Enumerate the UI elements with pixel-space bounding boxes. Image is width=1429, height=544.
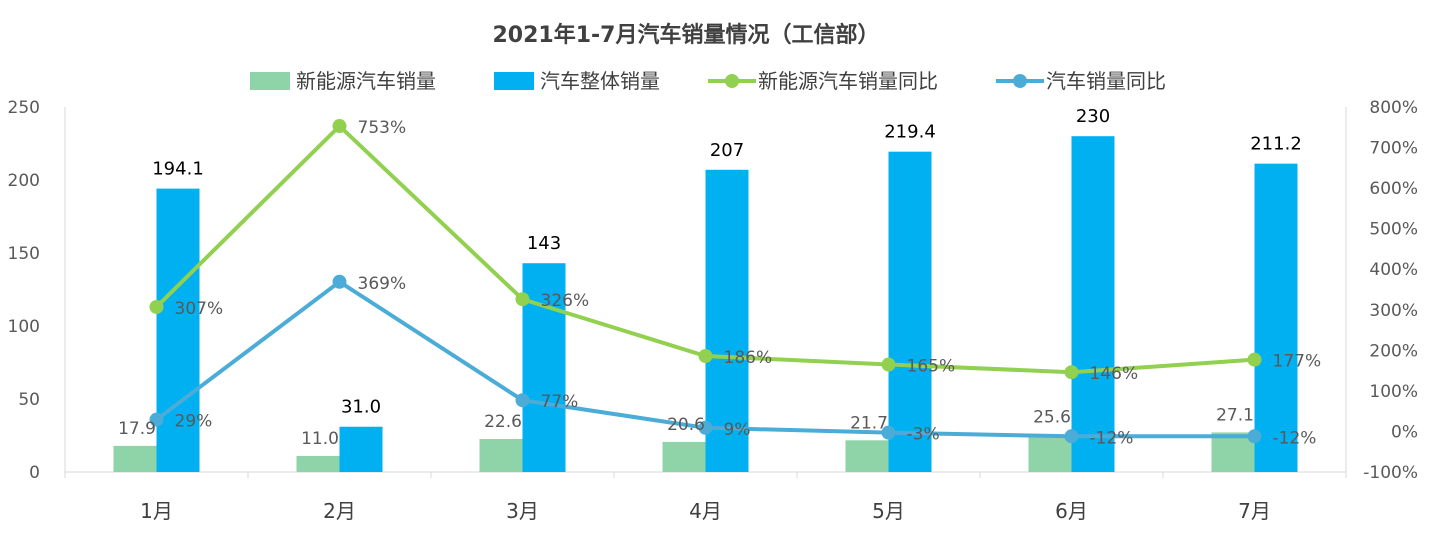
legend-label: 汽车销量同比 xyxy=(1046,69,1166,93)
y-right-tick-label: 700% xyxy=(1369,139,1418,159)
legend-swatch xyxy=(494,72,534,90)
bar-total-label: 219.4 xyxy=(884,122,936,143)
x-tick-label: 6月 xyxy=(1055,499,1088,523)
bar-nev xyxy=(662,441,706,472)
bar-total xyxy=(1254,163,1298,472)
line-point-label: 326% xyxy=(541,291,590,311)
bar-total-label: 230 xyxy=(1076,106,1110,127)
bar-nev-label: 22.6 xyxy=(484,412,522,432)
x-tick-label: 2月 xyxy=(323,499,356,523)
series-point xyxy=(332,274,347,289)
line-point-label: -3% xyxy=(907,425,940,445)
y-left-tick-label: 250 xyxy=(8,98,40,118)
line-point-label: -12% xyxy=(1273,428,1317,448)
bars xyxy=(113,136,1298,472)
y-right-tick-label: 500% xyxy=(1369,220,1418,240)
y-left-tick-label: 150 xyxy=(8,244,40,264)
legend: 新能源汽车销量 汽车整体销量 新能源汽车销量同比 汽车销量同比 xyxy=(250,69,1166,93)
x-tick-label: 1月 xyxy=(140,499,173,523)
series-point xyxy=(881,425,896,440)
y-right-tick-label: -100% xyxy=(1363,463,1418,483)
line-point-label: 177% xyxy=(1273,352,1322,372)
bar-nev xyxy=(296,455,340,472)
series-point xyxy=(1247,429,1262,444)
series-point xyxy=(149,412,164,427)
y-right-tick-label: 400% xyxy=(1369,260,1418,280)
series-point xyxy=(1247,352,1262,367)
line-point-label: 369% xyxy=(358,274,407,294)
line-point-label: 29% xyxy=(175,412,213,432)
series-point xyxy=(698,420,713,435)
bar-total xyxy=(156,188,200,472)
bar-nev-label: 17.9 xyxy=(118,419,156,439)
x-tick-label: 4月 xyxy=(689,499,722,523)
bar-total-label: 211.2 xyxy=(1250,134,1302,155)
series-point xyxy=(515,292,530,307)
bar-nev xyxy=(845,440,889,472)
data-labels: 194.1 17.9 31.011.0 143 22.6 207 20.6 219.4 21.7… xyxy=(118,106,1321,449)
bar-nev-label: 25.6 xyxy=(1033,408,1071,428)
bar-total-label: 194.1 xyxy=(152,159,204,180)
series-point xyxy=(1064,365,1079,380)
y-left-tick-label: 100 xyxy=(8,317,40,337)
legend-label: 新能源汽车销量同比 xyxy=(758,69,938,93)
series-point xyxy=(698,349,713,364)
bar-nev xyxy=(1028,434,1072,472)
line-point-label: 753% xyxy=(358,118,407,138)
y-right-tick-label: 200% xyxy=(1369,341,1418,361)
x-tick-label: 5月 xyxy=(872,499,905,523)
bar-total xyxy=(888,151,932,472)
bar-nev-label: 21.7 xyxy=(850,413,888,433)
line-point-label: 146% xyxy=(1090,364,1139,384)
bar-total-label: 207 xyxy=(710,140,744,161)
bar-total-label: 31.0 xyxy=(341,397,381,418)
legend-label: 新能源汽车销量 xyxy=(296,69,436,93)
bar-nev-label: 11.0 xyxy=(301,429,339,449)
bar-total xyxy=(1071,136,1115,472)
series-point xyxy=(1064,429,1079,444)
bar-nev-label: 20.6 xyxy=(667,415,705,435)
y-left-tick-label: 0 xyxy=(29,463,40,483)
y-right-tick-label: 800% xyxy=(1369,98,1418,118)
lines xyxy=(149,119,1262,444)
y-right-tick-label: 0% xyxy=(1391,422,1418,442)
series-point xyxy=(515,393,530,408)
legend-swatch xyxy=(250,72,290,90)
bar-nev xyxy=(113,445,157,472)
line-point-label: 186% xyxy=(724,348,773,368)
line-point-label: -12% xyxy=(1090,428,1134,448)
line-point-label: 77% xyxy=(541,392,579,412)
series-point xyxy=(149,299,164,314)
y-right-tick-label: 100% xyxy=(1369,382,1418,402)
bar-total-label: 143 xyxy=(527,233,561,254)
legend-marker xyxy=(1013,74,1027,88)
x-tick-label: 7月 xyxy=(1238,499,1271,523)
y-left-tick-label: 50 xyxy=(18,390,40,410)
bar-nev xyxy=(1211,432,1255,472)
y-left-tick-label: 200 xyxy=(8,171,40,191)
bar-nev-label: 27.1 xyxy=(1216,405,1254,425)
x-tick-label: 3月 xyxy=(506,499,539,523)
axes: 0 50 100 150 200 250 -100% 0% 100% 200% 300% 400% 50… xyxy=(8,98,1418,523)
chart-title: 2021年1-7月汽车销量情况（工信部） xyxy=(493,22,880,48)
line-point-label: 307% xyxy=(175,299,224,319)
line-point-label: 9% xyxy=(724,420,751,440)
bar-nev xyxy=(479,439,523,472)
bar-total xyxy=(339,426,383,472)
y-right-tick-label: 300% xyxy=(1369,301,1418,321)
line-point-label: 165% xyxy=(907,357,956,377)
series-point xyxy=(332,119,347,134)
bar-total xyxy=(705,169,749,472)
bar-total xyxy=(522,263,566,472)
legend-label: 汽车整体销量 xyxy=(540,69,660,93)
y-right-tick-label: 600% xyxy=(1369,179,1418,199)
legend-marker xyxy=(725,74,739,88)
series-point xyxy=(881,357,896,372)
